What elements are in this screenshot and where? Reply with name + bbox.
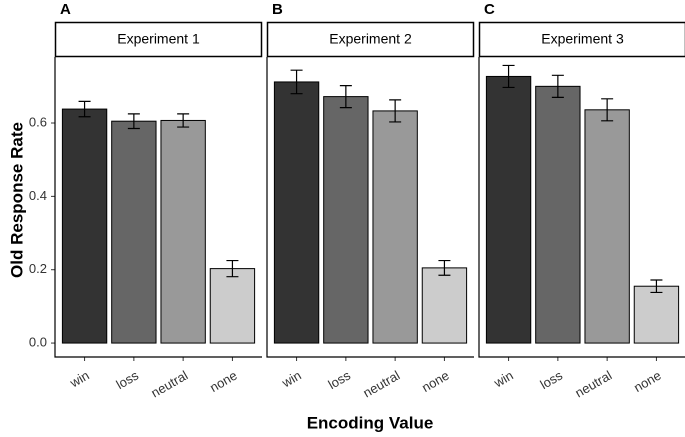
strip-title: Experiment 3 <box>541 31 624 47</box>
panel-label: B <box>272 1 283 18</box>
y-axis-title: Old Response Rate <box>7 122 26 278</box>
bar <box>209 268 256 344</box>
error-bar <box>650 279 663 294</box>
x-tick-label: neutral <box>360 368 402 401</box>
bar <box>323 96 369 344</box>
x-tick-label: win <box>279 368 304 391</box>
strip <box>266 21 475 58</box>
error-bar <box>438 259 451 276</box>
x-tick-label: win <box>491 368 516 391</box>
bar <box>160 119 206 344</box>
error-bar <box>177 113 190 128</box>
x-tick-label: none <box>419 368 452 395</box>
error-bar <box>601 98 614 122</box>
y-tick-label: 0.6 <box>29 114 47 129</box>
axis-line <box>266 57 474 358</box>
x-tick-label: none <box>207 368 240 395</box>
error-bar <box>226 259 239 278</box>
y-tick-label: 0.2 <box>29 261 47 276</box>
error-bar <box>290 69 303 95</box>
bar <box>633 285 680 344</box>
bar <box>421 267 468 344</box>
error-bar <box>78 100 91 118</box>
x-axis-title: Encoding Value <box>307 413 434 432</box>
panel-label: A <box>60 1 71 18</box>
bar <box>584 109 630 344</box>
y-tick-label: 0.0 <box>29 335 47 350</box>
bar <box>535 85 581 344</box>
y-tick-label: 0.4 <box>29 188 47 203</box>
bar <box>273 81 320 344</box>
error-bar <box>502 64 515 89</box>
x-tick-label: loss <box>326 367 354 392</box>
x-tick-label: none <box>631 368 664 395</box>
strip <box>54 21 263 58</box>
bar <box>61 108 108 344</box>
strip-title: Experiment 1 <box>117 31 200 47</box>
axis-line <box>54 57 262 358</box>
bar <box>372 110 418 344</box>
x-tick-label: loss <box>538 367 566 392</box>
strip <box>478 21 685 58</box>
bar <box>485 75 532 344</box>
error-bar <box>389 99 402 123</box>
x-tick-label: win <box>67 368 92 391</box>
error-bar <box>127 113 140 130</box>
panel-label: C <box>484 1 495 18</box>
x-tick-label: neutral <box>572 368 614 401</box>
axis-line <box>478 57 685 358</box>
strip-title: Experiment 2 <box>329 31 412 47</box>
error-bar <box>339 85 352 109</box>
error-bar <box>551 74 564 98</box>
x-tick-label: loss <box>114 367 142 392</box>
bar <box>111 120 157 344</box>
x-tick-label: neutral <box>148 368 190 401</box>
